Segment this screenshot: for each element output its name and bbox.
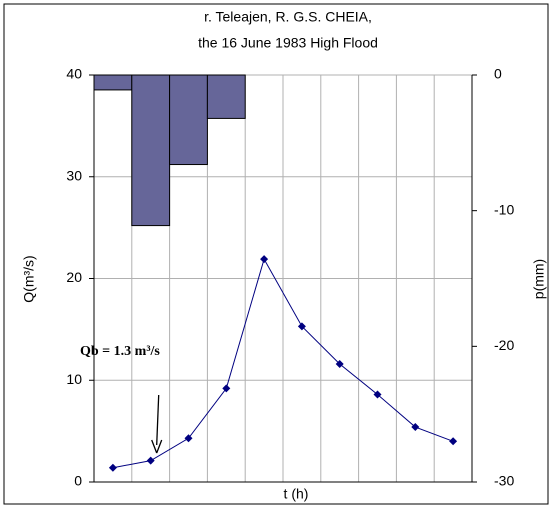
bar [206,74,246,119]
y2-tick-label: -30 [494,473,514,489]
annotation: Qb = 1.3 m³/s [80,344,160,359]
point [260,255,269,264]
y2-tick-label: -10 [494,201,514,217]
point [222,384,231,393]
y2-tick-label: -20 [494,337,514,353]
point [146,456,155,465]
annotation-arrowhead [151,439,163,454]
chart-title: the 16 June 1983 High Flood [198,35,378,51]
x-axis-label: t (h) [284,486,309,502]
point [335,359,344,368]
point [184,434,193,443]
chart-frame [3,3,549,505]
bar [131,74,171,227]
y-tick-label: 40 [66,66,82,82]
y-axis-label: Q(m³/s) [21,255,37,302]
bar [169,74,208,166]
y-tick-label: 0 [74,473,82,489]
y2-axis-label: p(mm) [531,259,547,299]
point [449,437,458,446]
y-tick-label: 30 [66,167,82,183]
line [112,257,454,469]
point [373,390,382,399]
chart-title: r. Teleajen, R. G.S. CHEIA, [204,9,372,25]
point [411,423,420,432]
y2-tick-label: 0 [494,66,502,82]
y-tick-label: 10 [66,371,82,387]
bar [93,74,133,91]
point [297,322,306,331]
y-tick-label: 20 [66,269,82,285]
point [108,463,117,472]
annotation-arrow [156,394,160,446]
